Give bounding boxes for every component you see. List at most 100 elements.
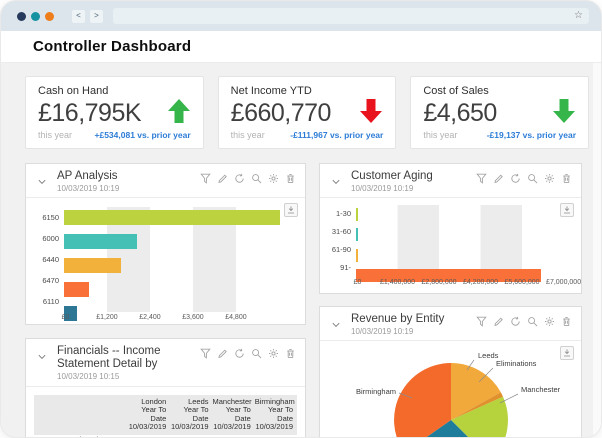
pie-leader-line xyxy=(478,368,494,383)
axis-category-label: 1-30 xyxy=(335,209,351,219)
cell xyxy=(128,435,170,437)
bar-31-60[interactable] xyxy=(356,228,358,242)
edit-icon[interactable] xyxy=(492,315,505,328)
axis-tick-label: £0 xyxy=(61,314,70,322)
axis-tick-label: £4,200,000 xyxy=(463,279,499,287)
window-dot-navy-icon[interactable] xyxy=(17,11,26,21)
axis-tick-label: £2,400 xyxy=(139,314,161,322)
ap-analysis-header: AP Analysis 10/03/2019 10:19 xyxy=(26,164,305,197)
settings-icon[interactable] xyxy=(267,347,280,360)
back-button[interactable]: < xyxy=(72,9,85,23)
chart-export-button[interactable] xyxy=(560,203,574,218)
financials-table: London Year To Date 10/03/2019 Leeds Year To… xyxy=(34,394,297,437)
refresh-icon[interactable] xyxy=(509,172,522,185)
financials-panel: Financials -- Income Statement Detail by… xyxy=(25,338,306,437)
edit-icon[interactable] xyxy=(216,172,229,185)
forward-button[interactable]: > xyxy=(90,9,103,23)
kpi-card-2[interactable]: Cost of Sales £4,650 this year -£19,137 vs.… xyxy=(410,76,590,149)
pie-slice-unlabeled[interactable] xyxy=(404,420,491,438)
settings-icon[interactable] xyxy=(543,315,556,328)
collapse-chevron-icon[interactable] xyxy=(331,174,341,192)
panel-title: AP Analysis xyxy=(57,170,118,182)
edit-icon[interactable] xyxy=(216,347,229,360)
pie-slice-Birmingham[interactable] xyxy=(394,363,451,438)
bookmark-star-icon[interactable]: ☆ xyxy=(574,10,583,21)
pie-slice-label: Manchester xyxy=(521,385,561,394)
refresh-icon[interactable] xyxy=(509,315,522,328)
cell xyxy=(255,435,297,437)
search-icon[interactable] xyxy=(250,172,263,185)
panel-timestamp: 10/03/2019 10:19 xyxy=(57,184,120,194)
pie-slice-Manchester[interactable] xyxy=(451,397,508,438)
window-dot-orange-icon[interactable] xyxy=(45,11,54,21)
panel-title: Revenue by Entity xyxy=(351,313,445,325)
edit-icon[interactable] xyxy=(492,172,505,185)
refresh-icon[interactable] xyxy=(233,347,246,360)
window-dot-teal-icon[interactable] xyxy=(31,11,40,21)
pie-slice-label: Leeds xyxy=(478,351,499,360)
filter-icon[interactable] xyxy=(475,172,488,185)
table-corner-cell xyxy=(34,394,128,435)
panel-title: Customer Aging xyxy=(351,170,433,182)
axis-category-label: 91- xyxy=(340,263,351,273)
kpi-trend-arrow-down-icon xyxy=(359,98,383,129)
column-header-Birmingham[interactable]: Birmingham Year To Date 10/03/2019 xyxy=(254,394,297,435)
axis-category-label: 6110 xyxy=(42,297,59,307)
column-header-Leeds[interactable]: Leeds Year To Date 10/03/2019 xyxy=(170,394,213,435)
bar-6150[interactable] xyxy=(64,210,280,226)
bar-1-30[interactable] xyxy=(356,207,358,221)
delete-icon[interactable] xyxy=(560,172,573,185)
cell xyxy=(213,435,255,437)
bar-6110[interactable] xyxy=(64,306,77,322)
kpi-title: Net Income YTD xyxy=(230,85,312,97)
filter-icon[interactable] xyxy=(475,315,488,328)
bar-61-90[interactable] xyxy=(356,248,358,262)
collapse-chevron-icon[interactable] xyxy=(37,174,47,192)
collapse-chevron-icon[interactable] xyxy=(331,317,341,335)
kpi-delta: -£111,967 vs. prior year xyxy=(290,130,384,140)
delete-icon[interactable] xyxy=(284,172,297,185)
pie-slice-Eliminations[interactable] xyxy=(451,392,503,421)
bar-6440[interactable] xyxy=(64,258,121,274)
search-icon[interactable] xyxy=(526,315,539,328)
customer-aging-panel: Customer Aging 10/03/2019 10:19 1-30 31-6… xyxy=(319,163,582,294)
axis-tick-label: £4,800 xyxy=(225,314,247,322)
settings-icon[interactable] xyxy=(267,172,280,185)
axis-tick-label: £2,800,000 xyxy=(421,279,457,287)
pie-leader-line xyxy=(466,360,475,371)
panel-timestamp: 10/03/2019 10:19 xyxy=(351,327,414,337)
cell xyxy=(170,435,212,437)
refresh-icon[interactable] xyxy=(233,172,246,185)
column-header-London[interactable]: London Year To Date 10/03/2019 xyxy=(128,394,171,435)
bar-91-[interactable] xyxy=(356,269,542,283)
kpi-card-1[interactable]: Net Income YTD £660,770 this year -£111,967… xyxy=(217,76,397,149)
delete-icon[interactable] xyxy=(560,315,573,328)
collapse-chevron-icon[interactable] xyxy=(37,349,47,367)
search-icon[interactable] xyxy=(526,172,539,185)
settings-icon[interactable] xyxy=(543,172,556,185)
kpi-card-0[interactable]: Cash on Hand £16,795K this year +£534,081 v… xyxy=(25,76,204,149)
search-icon[interactable] xyxy=(250,347,263,360)
kpi-row: Cash on Hand £16,795K this year +£534,081 v… xyxy=(25,76,590,149)
axis-category-label: 6470 xyxy=(42,276,59,286)
scrollbar-track[interactable] xyxy=(593,63,601,437)
axis-tick-label: £5,600,000 xyxy=(504,279,540,287)
chart-export-button[interactable] xyxy=(560,346,574,361)
pie-leader-line xyxy=(499,394,519,404)
row-label-net-income-(loss)[interactable]: Net Income (Loss) xyxy=(34,435,128,437)
delete-icon[interactable] xyxy=(284,347,297,360)
bar-6470[interactable] xyxy=(64,282,89,298)
filter-icon[interactable] xyxy=(199,347,212,360)
pie-leader-line xyxy=(398,393,413,399)
column-header-Manchester[interactable]: Manchester Year To Date 10/03/2019 xyxy=(212,394,255,435)
filter-icon[interactable] xyxy=(199,172,212,185)
axis-category-label: 6440 xyxy=(42,255,59,265)
address-bar[interactable]: ☆ xyxy=(113,8,589,24)
bar-6000[interactable] xyxy=(64,234,137,250)
chart-export-button[interactable] xyxy=(284,203,298,218)
axis-category-label: 31-60 xyxy=(331,227,351,237)
kpi-delta: -£19,137 vs. prior year xyxy=(486,130,577,140)
pie-slice-Leeds[interactable] xyxy=(451,363,501,421)
panel-toolbar xyxy=(199,170,297,185)
